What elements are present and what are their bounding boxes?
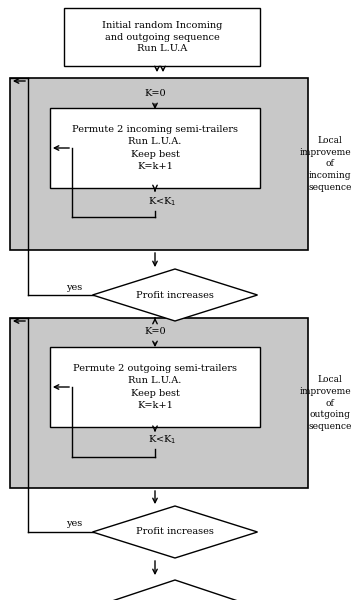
Text: K=0: K=0 bbox=[144, 328, 166, 337]
Text: Local
improvement
of
incoming
sequence: Local improvement of incoming sequence bbox=[299, 136, 351, 192]
Text: Permute 2 outgoing semi-trailers
Run L.U.A.
Keep best
K=k+1: Permute 2 outgoing semi-trailers Run L.U… bbox=[73, 364, 237, 410]
Polygon shape bbox=[100, 580, 250, 600]
Text: Local
improvement
of
outgoing
sequence: Local improvement of outgoing sequence bbox=[299, 375, 351, 431]
Bar bbox=[64, 8, 260, 66]
Bar bbox=[10, 78, 308, 250]
Polygon shape bbox=[93, 506, 258, 558]
Bar bbox=[50, 347, 260, 427]
Polygon shape bbox=[93, 269, 258, 321]
Bar bbox=[10, 318, 308, 488]
Text: Profit increases: Profit increases bbox=[136, 527, 214, 536]
Bar bbox=[50, 108, 260, 188]
Text: Initial random Incoming
and outgoing sequence
Run L.U.A: Initial random Incoming and outgoing seq… bbox=[102, 20, 222, 53]
Text: yes: yes bbox=[66, 520, 82, 529]
Text: Profit increases: Profit increases bbox=[136, 290, 214, 299]
Text: K<K$_1$: K<K$_1$ bbox=[148, 434, 177, 446]
Text: Permute 2 incoming semi-trailers
Run L.U.A.
Keep best
K=k+1: Permute 2 incoming semi-trailers Run L.U… bbox=[72, 125, 238, 171]
Text: K=0: K=0 bbox=[144, 88, 166, 97]
Text: yes: yes bbox=[66, 283, 82, 292]
Text: K<K$_1$: K<K$_1$ bbox=[148, 196, 177, 208]
